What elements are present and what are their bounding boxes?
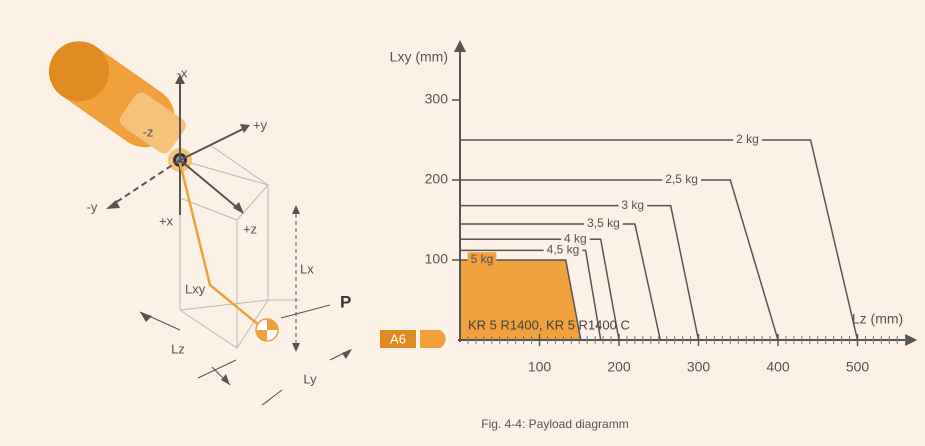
x-tick-label: 100 [528,359,552,375]
point-label: P [340,292,351,311]
dimension-label: Lz [171,341,185,356]
series-label: 3,5 kg [587,216,620,230]
series-label: 3 kg [621,198,644,212]
x-tick-label: 200 [607,359,631,375]
y-tick-label: 300 [425,91,449,107]
flange-label: A6 [390,331,406,346]
axis-label: +z [243,221,257,236]
axis-label: +y [253,117,268,132]
axis-label: -x [177,65,188,80]
robot-label: KR 5 R1400, KR 5 R1400 C [468,317,630,332]
caption: Fig. 4-4: Payload diagramm [481,417,628,431]
axis-label: -y [87,199,98,214]
background [0,0,925,446]
dimension-label: Ly [303,371,317,386]
series-label: 2,5 kg [665,172,698,186]
series-label: 2 kg [736,132,759,146]
x-tick-label: 400 [766,359,790,375]
y-tick-label: 100 [425,251,449,267]
y-tick-label: 200 [425,171,449,187]
x-tick-label: 500 [846,359,870,375]
x-axis-title: Lz (mm) [852,311,903,327]
series-label: 4 kg [564,231,587,245]
x-tick-label: 300 [687,359,711,375]
axis-label: -z [143,124,154,139]
series-label: 5 kg [471,252,494,266]
figure: -x +y -z -y +x +z Lx Lxy Lz Ly P Fig. 4-… [0,0,925,446]
dimension-label: Lx [300,261,314,276]
y-axis-title: Lxy (mm) [390,49,448,65]
flange-shape [420,330,446,348]
axis-label: +x [159,213,174,228]
dimension-label: Lxy [185,281,206,296]
